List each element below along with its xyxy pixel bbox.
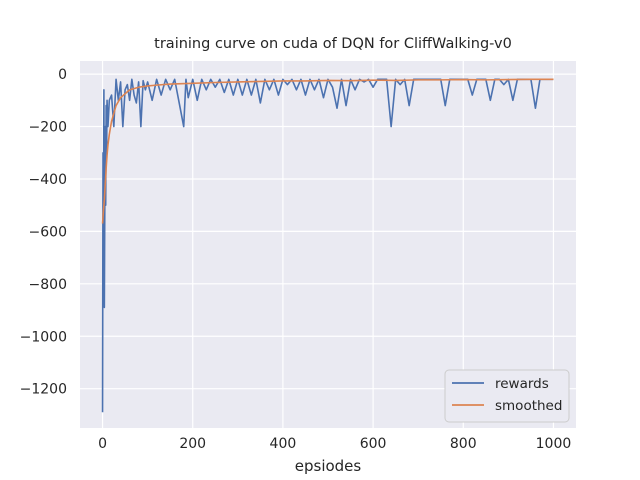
y-tick-label: −800 xyxy=(29,277,67,293)
y-tick-label: −200 xyxy=(29,120,67,136)
plot-area xyxy=(80,61,576,428)
x-tick-label: 600 xyxy=(360,436,387,452)
legend: rewards smoothed xyxy=(444,369,570,423)
x-tick-label: 1000 xyxy=(536,436,572,452)
x-axis-label: epsiodes xyxy=(295,457,362,475)
x-tick-label: 800 xyxy=(450,436,477,452)
x-tick-label: 200 xyxy=(179,436,206,452)
legend-label-smoothed: smoothed xyxy=(495,398,562,414)
series-lines xyxy=(101,78,554,413)
y-tick-label: −1200 xyxy=(20,382,67,398)
grid-lines xyxy=(80,61,576,428)
chart-title: training curve on cuda of DQN for CliffW… xyxy=(154,36,512,52)
y-tick-label: −400 xyxy=(29,172,67,188)
y-tick-label: −1000 xyxy=(20,329,67,345)
y-tick-label: 0 xyxy=(58,67,67,83)
x-tick-label: 0 xyxy=(98,436,107,452)
tick-labels: 0 200 400 600 800 1000 0 −200 −400 −600 −800 −1000 −… xyxy=(20,67,572,452)
y-tick-label: −600 xyxy=(29,224,67,240)
legend-label-rewards: rewards xyxy=(495,376,549,392)
x-tick-label: 400 xyxy=(270,436,297,452)
series-line-smoothed xyxy=(101,78,554,224)
